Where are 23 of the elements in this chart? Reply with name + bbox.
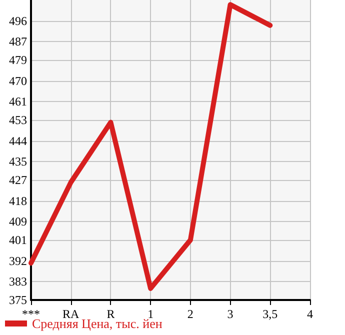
y-tick-label: 375 bbox=[9, 293, 27, 307]
y-tick-label: 496 bbox=[9, 14, 27, 28]
x-tick-label: RA bbox=[62, 307, 80, 321]
y-tick-label: 383 bbox=[9, 274, 27, 289]
y-tick-label: 453 bbox=[9, 113, 27, 127]
x-tick-label: 4 bbox=[307, 307, 313, 321]
y-tick-label: 392 bbox=[9, 254, 27, 268]
x-tick-label: 2 bbox=[187, 307, 194, 321]
y-tick-label: 461 bbox=[9, 94, 27, 109]
y-tick-label: 444 bbox=[9, 134, 27, 148]
x-tick-label: *** bbox=[22, 307, 40, 321]
y-tick-label: 409 bbox=[9, 214, 27, 229]
x-tick-label: 1 bbox=[148, 307, 154, 321]
y-tick-label: 470 bbox=[9, 74, 27, 88]
y-tick-label: 435 bbox=[9, 154, 27, 169]
y-tick-label: 401 bbox=[9, 233, 27, 247]
y-tick-label: 487 bbox=[9, 34, 27, 49]
x-tick-label: 3,5 bbox=[262, 307, 278, 321]
y-tick-label: 427 bbox=[9, 173, 27, 187]
y-tick-label: 479 bbox=[9, 53, 27, 67]
x-tick-label: 3 bbox=[227, 307, 234, 321]
y-tick-label: 418 bbox=[9, 194, 27, 208]
x-tick-label: R bbox=[106, 307, 115, 321]
